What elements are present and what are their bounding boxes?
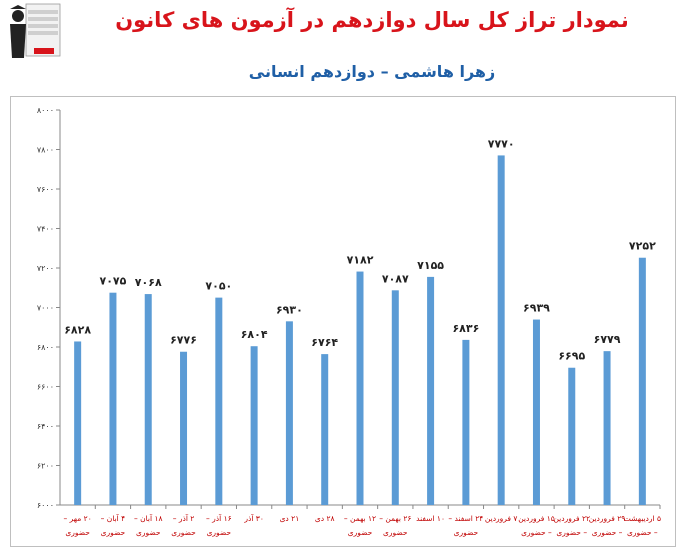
bar — [321, 354, 329, 505]
bar — [391, 290, 399, 505]
x-tick-label: ۱۰ اسفند — [416, 514, 445, 523]
bar — [568, 367, 576, 505]
x-tick-label-line2: حضوری — [101, 528, 126, 537]
bar — [250, 346, 258, 505]
data-label: ۶۹۳۰ — [276, 303, 303, 316]
x-tick-label-line2: حضوری — [383, 528, 408, 537]
data-label: ۶۸۳۶ — [452, 322, 479, 335]
y-tick-label: ۷۲۰۰ — [37, 264, 54, 273]
data-label: ۶۷۷۹ — [594, 333, 621, 346]
y-tick-label: ۶۶۰۰ — [37, 383, 54, 392]
page-title: نمودار تراز کل سال دوازدهم در آزمون های … — [115, 8, 629, 32]
data-label: ۷۰۸۷ — [382, 272, 409, 285]
x-tick-label-line2: حضوری — [171, 528, 196, 537]
x-tick-label: ۲۲ فروردین — [553, 514, 590, 523]
y-tick-label: ۷۰۰۰ — [37, 304, 54, 313]
x-tick-label: ۱۶ آذر – — [206, 513, 232, 523]
x-tick-label-line2: – حضوری — [521, 528, 552, 537]
bar — [603, 351, 611, 505]
data-label: ۶۹۳۹ — [523, 302, 550, 315]
x-tick-label-line2: حضوری — [348, 528, 373, 537]
x-tick-label: ۲۶ بهمن – — [379, 514, 411, 523]
bar — [532, 319, 540, 505]
x-tick-label: ۷ فروردین — [485, 514, 518, 523]
bar — [215, 297, 223, 505]
x-tick-label: ۲ آذر – — [173, 513, 195, 523]
x-tick-label-line2: حضوری — [136, 528, 161, 537]
x-tick-label: ۳۰ آذر — [243, 513, 264, 523]
y-tick-label: ۷۴۰۰ — [37, 225, 54, 234]
data-label: ۷۱۵۵ — [417, 259, 444, 272]
x-tick-label-line2: – حضوری — [627, 528, 658, 537]
data-label: ۶۷۶۴ — [311, 336, 338, 349]
bar — [497, 155, 505, 506]
x-tick-label: ۴ آبان – — [101, 513, 126, 523]
y-tick-label: ۷۸۰۰ — [37, 146, 54, 155]
y-tick-label: ۸۰۰۰ — [37, 106, 54, 115]
data-label: ۶۶۹۵ — [558, 350, 585, 363]
data-label: ۷۰۷۵ — [100, 275, 127, 288]
x-tick-label: ۲۰ مهر – — [64, 514, 92, 523]
data-label: ۷۷۷۰ — [488, 137, 515, 150]
chart-frame — [10, 96, 676, 547]
bar — [285, 321, 293, 505]
data-label: ۷۲۵۲ — [629, 240, 656, 253]
bar — [638, 257, 646, 505]
x-tick-label: ۲۹ فروردین — [589, 514, 626, 523]
x-tick-label: ۲۴ اسفند – — [448, 514, 483, 523]
data-label: ۶۸۲۸ — [64, 323, 91, 336]
bar — [144, 294, 152, 505]
x-tick-label-line2: – حضوری — [556, 528, 587, 537]
x-tick-label: ۱۵ فروردین — [518, 514, 555, 523]
x-tick-label: ۵ اردیبهشت — [624, 514, 661, 523]
x-tick-label: ۱۲ بهمن – — [344, 514, 376, 523]
logo-icon — [10, 3, 61, 58]
data-label: ۷۱۸۲ — [347, 254, 374, 267]
data-label: ۷۰۶۸ — [135, 276, 162, 289]
y-tick-label: ۶۴۰۰ — [37, 422, 54, 431]
x-tick-label: ۲۱ دی — [280, 514, 300, 523]
x-tick-label: ۲۸ دی — [315, 514, 335, 523]
bar — [74, 341, 82, 505]
bar — [356, 271, 364, 505]
bar — [427, 276, 435, 505]
bar — [462, 339, 470, 505]
data-label: ۷۰۵۰ — [205, 280, 232, 293]
x-tick-label-line2: حضوری — [207, 528, 232, 537]
x-tick-label-line2: – حضوری — [592, 528, 623, 537]
x-tick-label-line2: حضوری — [454, 528, 479, 537]
y-tick-label: ۶۰۰۰ — [37, 501, 54, 510]
y-tick-label: ۶۲۰۰ — [37, 462, 54, 471]
page-subtitle: زهرا هاشمی – دوازدهم انسانی — [248, 62, 496, 81]
bar — [180, 351, 188, 505]
data-label: ۶۷۷۶ — [170, 334, 197, 347]
x-tick-label-line2: حضوری — [65, 528, 90, 537]
bar — [109, 292, 117, 505]
x-tick-label: ۱۸ آبان – — [134, 513, 163, 523]
y-tick-label: ۷۶۰۰ — [37, 185, 54, 194]
y-tick-label: ۶۸۰۰ — [37, 343, 54, 352]
data-label: ۶۸۰۴ — [241, 328, 268, 341]
